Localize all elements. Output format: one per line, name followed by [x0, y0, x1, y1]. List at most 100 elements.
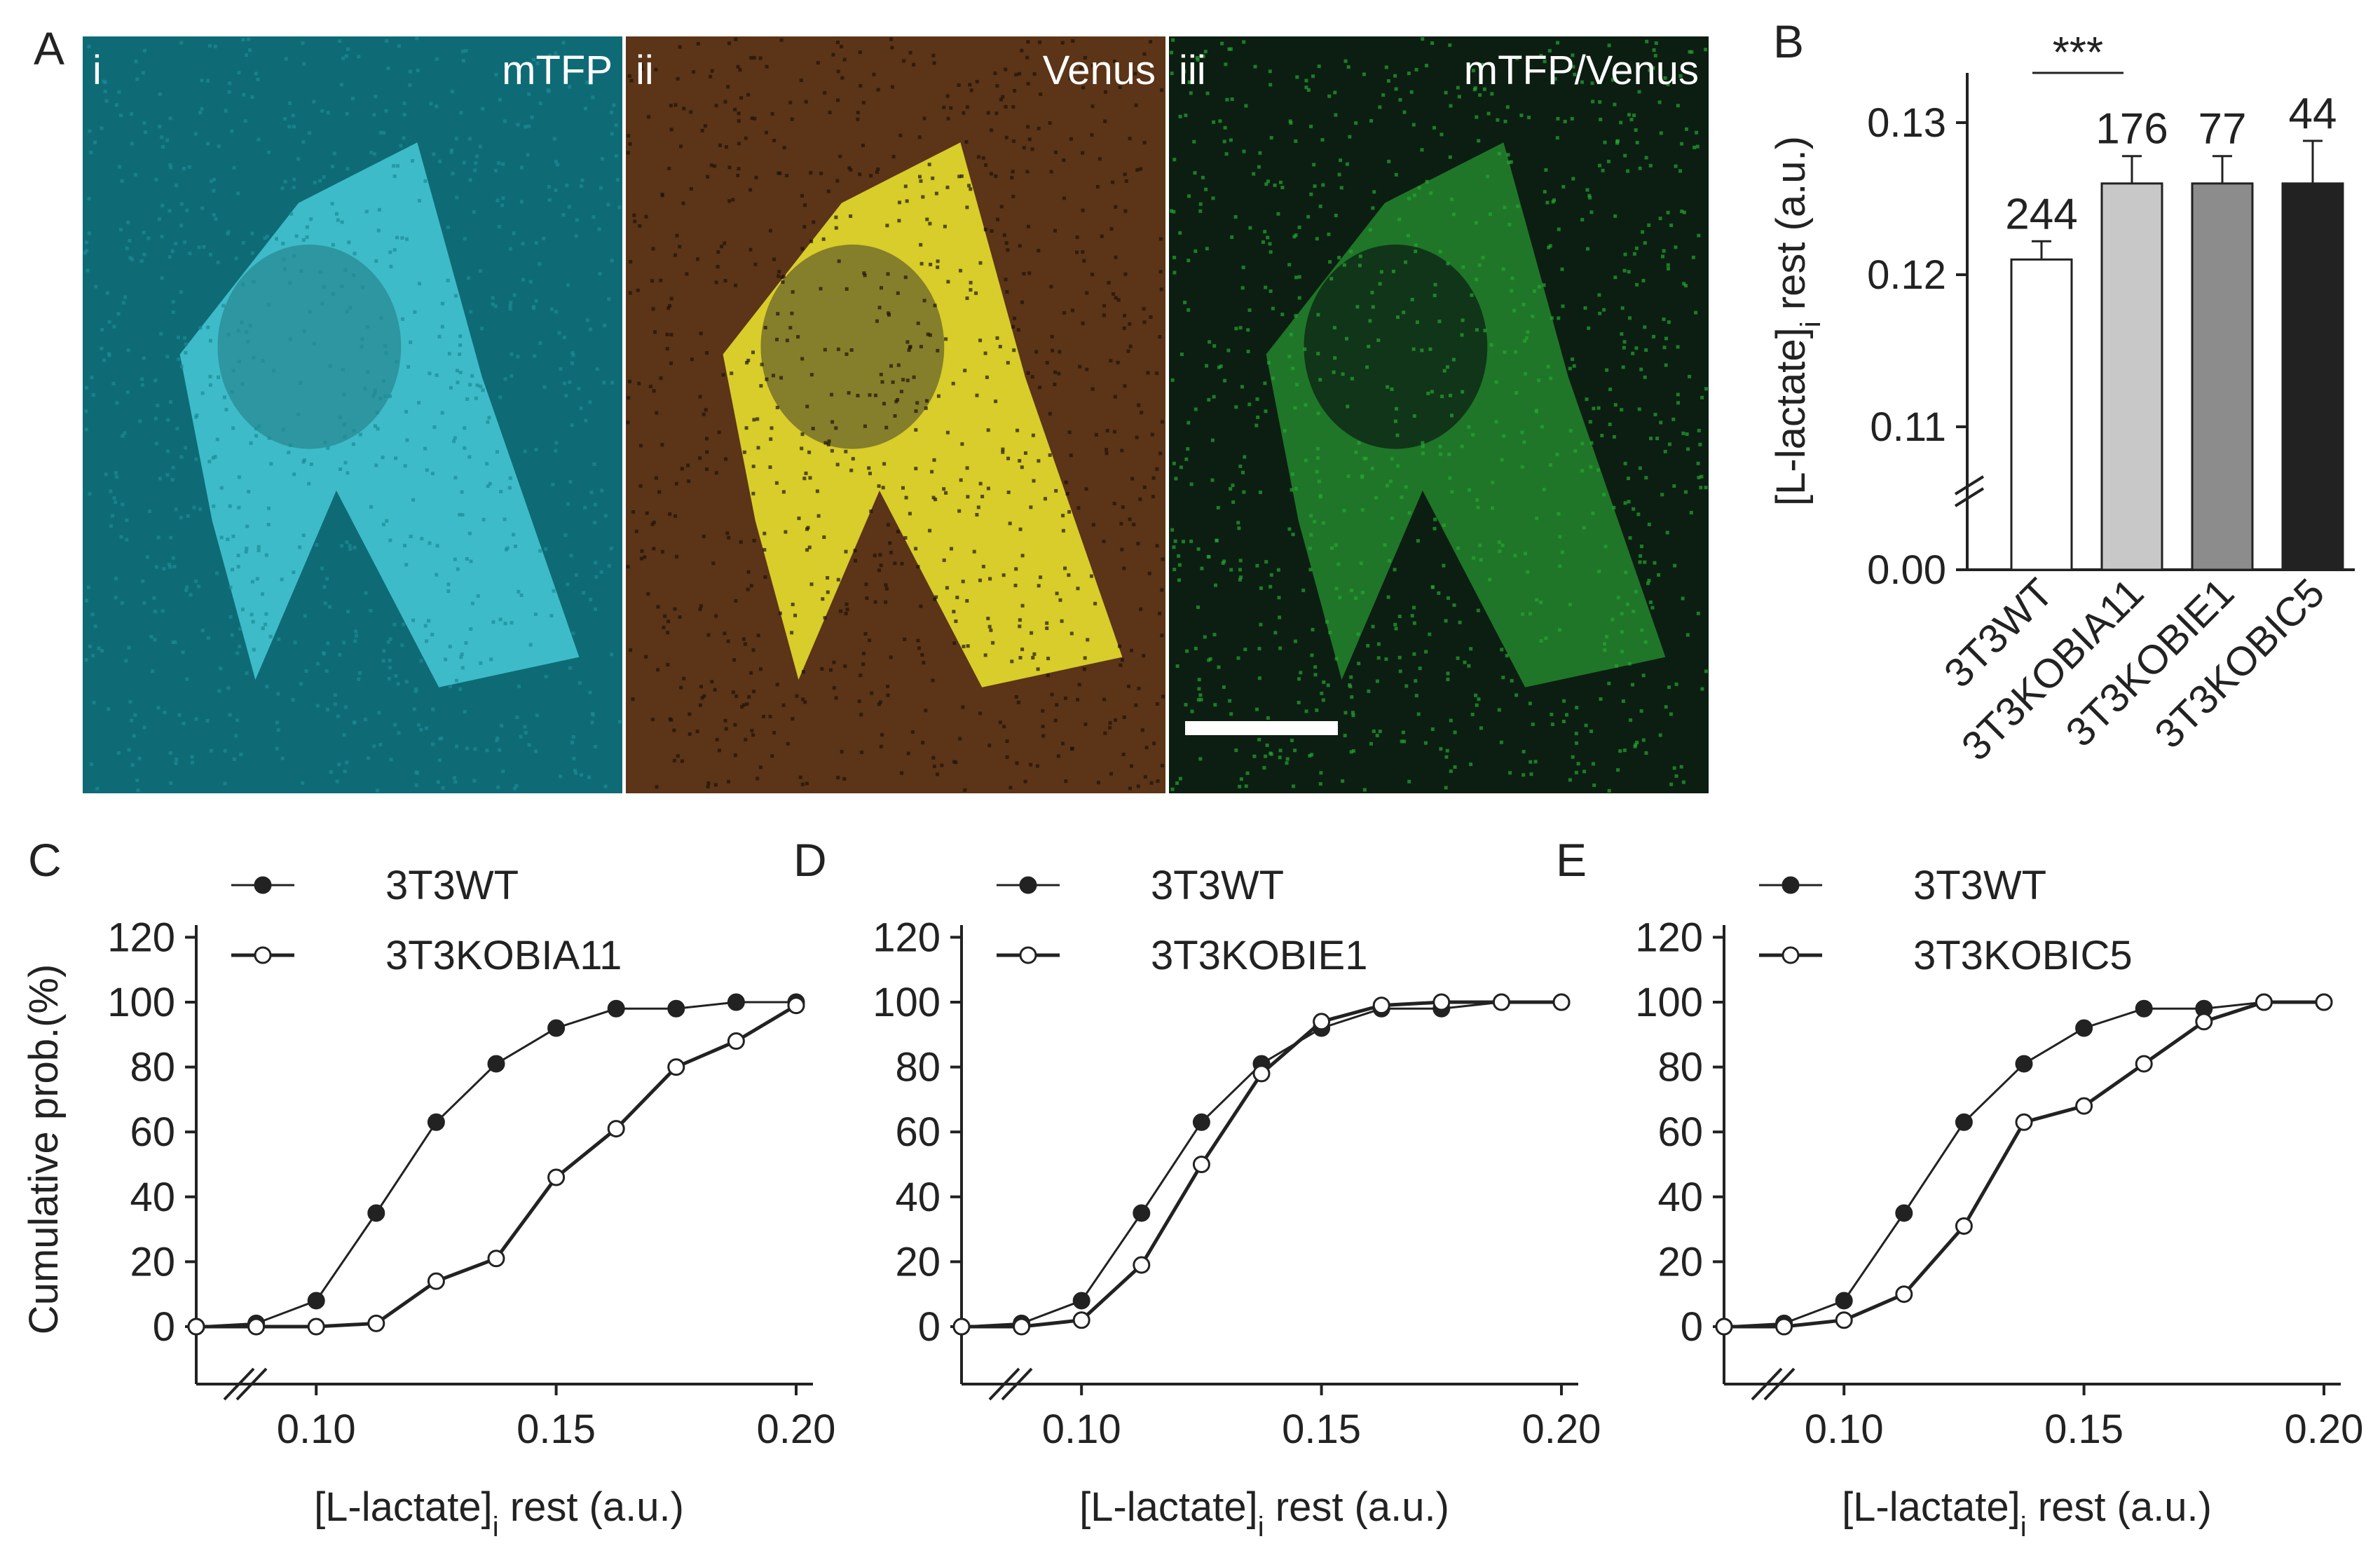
axis-break-mark: [1954, 487, 1985, 507]
data-point-3T3KOBIA11: [487, 1250, 505, 1268]
axis-break-mark: [1763, 1367, 1796, 1401]
axis-break-mark: [1001, 1367, 1033, 1401]
y-tick-label: 40: [1657, 1175, 1703, 1220]
image-channel-ii: Venus: [1043, 48, 1156, 93]
data-point-3T3KOBIA11: [607, 1120, 625, 1138]
cell-nucleus: [217, 245, 402, 449]
data-point-3T3KOBIC5: [2075, 1097, 2093, 1115]
image-channel-i: mTFP: [502, 48, 613, 93]
axis-break-mark: [223, 1367, 255, 1401]
n-label: 44: [2289, 90, 2337, 138]
image-noise: [626, 37, 1165, 792]
x-tick-label: 0.10: [277, 1407, 356, 1452]
data-point-3T3KOBIA11: [427, 1272, 445, 1290]
data-point-3T3KOBIC5: [1955, 1217, 1973, 1235]
y-axis-label: [L-lactate]i rest (a.u.): [1768, 136, 1826, 506]
data-point-3T3WT: [727, 993, 745, 1011]
series-line-3T3WT: [1723, 1001, 2324, 1328]
data-point-3T3KOBIE1: [1252, 1065, 1271, 1083]
y-tick-label: 20: [130, 1239, 175, 1285]
y-tick-label: 120: [873, 915, 941, 960]
y-tick-label: 120: [1635, 915, 1703, 960]
x-tick-label: 0.20: [1522, 1407, 1601, 1452]
x-tick-label: 0.20: [757, 1407, 836, 1452]
panel-d-cumulative-plot: D 0 20 40 60 80 100 120 0.10 0.15 0.20 [L-lactate]i…: [793, 834, 1601, 1542]
panel-label-a: A: [34, 22, 64, 74]
data-point-3T3WT: [307, 1292, 325, 1310]
y-tick-label: 20: [895, 1239, 941, 1285]
data-point-3T3WT: [427, 1113, 445, 1131]
bar-3T3KOBIC5: [2281, 182, 2344, 571]
y-axis-label: Cumulative prob.(%): [21, 964, 67, 1335]
y-tick-label: 60: [895, 1109, 941, 1155]
panel-b-bar-chart: B 0.00 0.11 0.12 0.13 [L-lactate]i rest (a.u.…: [1768, 15, 2355, 769]
panel-label-e: E: [1556, 834, 1587, 886]
n-label: 176: [2095, 105, 2168, 153]
bar-3T3WT: [2010, 258, 2073, 571]
y-tick-label: 100: [1635, 980, 1703, 1025]
x-tick-label: 0.15: [2044, 1407, 2123, 1452]
image-panel-iii: iii mTFP/Venus: [1169, 36, 1709, 793]
image-panel-ii: ii Venus: [626, 36, 1165, 793]
panel-c-cumulative-plot: C 0 20 40 60 80 100 120 0.10 0.15 0.20 [L-lactate]i…: [21, 834, 835, 1542]
data-point-3T3KOBIC5: [1715, 1318, 1733, 1336]
data-point-3T3WT: [487, 1055, 505, 1073]
data-point-3T3KOBIE1: [1552, 993, 1571, 1011]
legend-marker: [254, 876, 272, 894]
legend-label: 3T3KOBIA11: [385, 933, 622, 978]
data-point-3T3KOBIA11: [187, 1318, 205, 1336]
data-point-3T3WT: [607, 999, 625, 1018]
y-tick-label: 80: [895, 1045, 941, 1090]
series-line-3T3KOBIA11: [196, 1004, 798, 1329]
image-numeral-i: i: [93, 48, 102, 93]
bar-3T3KOBIA11: [2100, 182, 2163, 571]
panel-e-cumulative-plot: E 0 20 40 60 80 100 120 0.10 0.15 0.20 [L-lactate]i…: [1556, 834, 2363, 1542]
x-tick-label: 0.15: [517, 1407, 596, 1452]
data-point-3T3KOBIE1: [1133, 1256, 1151, 1274]
x-tick-label: 0.20: [2285, 1407, 2364, 1452]
data-point-3T3KOBIC5: [1895, 1285, 1913, 1303]
x-axis-label: [L-lactate]i rest (a.u.): [1842, 1484, 2212, 1542]
y-tick-label: 100: [107, 980, 175, 1025]
x-tick-label: 0.10: [1042, 1407, 1121, 1452]
legend-marker: [254, 946, 272, 964]
axis-break-mark: [1954, 475, 1985, 495]
data-point-3T3KOBIC5: [2135, 1055, 2153, 1073]
x-tick-label: 0.15: [1282, 1407, 1361, 1452]
data-point-3T3KOBIE1: [1313, 1013, 1331, 1031]
n-label: 244: [2005, 190, 2077, 238]
data-point-3T3KOBIC5: [2315, 993, 2333, 1011]
data-point-3T3WT: [367, 1204, 385, 1222]
y-tick-label: 120: [107, 915, 175, 960]
data-point-3T3KOBIA11: [247, 1318, 266, 1336]
y-tick-label: 20: [1657, 1239, 1703, 1285]
legend-marker: [1019, 946, 1037, 964]
data-point-3T3KOBIE1: [1072, 1311, 1090, 1329]
series-line-3T3KOBIC5: [1724, 1000, 2324, 1329]
data-point-3T3KOBIC5: [2195, 1013, 2213, 1031]
y-tick-label: 100: [873, 980, 941, 1025]
y-tick-label: 0: [153, 1304, 175, 1350]
y-tick-label: 0.12: [1867, 252, 1946, 298]
y-tick-label: 0: [918, 1304, 941, 1350]
y-tick-label: 80: [130, 1045, 175, 1090]
series-line-3T3KOBIE1: [962, 1000, 1561, 1329]
data-point-3T3WT: [1835, 1292, 1853, 1310]
image-channel-iii: mTFP/Venus: [1464, 48, 1699, 93]
image-numeral-ii: ii: [636, 48, 654, 93]
legend-marker: [1781, 946, 1800, 964]
axis-break-mark: [235, 1367, 268, 1401]
data-point-3T3KOBIA11: [787, 997, 805, 1015]
data-point-3T3WT: [1192, 1113, 1210, 1131]
legend-label: 3T3WT: [1151, 863, 1284, 908]
data-point-3T3WT: [2135, 999, 2153, 1018]
image-panel-i: i mTFP: [83, 36, 622, 793]
y-tick-label: 60: [130, 1109, 175, 1155]
significance-label: ***: [2053, 29, 2103, 77]
data-point-3T3KOBIE1: [1013, 1318, 1031, 1336]
data-point-3T3WT: [2075, 1019, 2093, 1037]
y-tick-label: 40: [130, 1175, 175, 1220]
data-point-3T3WT: [1955, 1113, 1973, 1131]
series-line-3T3WT: [961, 1001, 1561, 1328]
